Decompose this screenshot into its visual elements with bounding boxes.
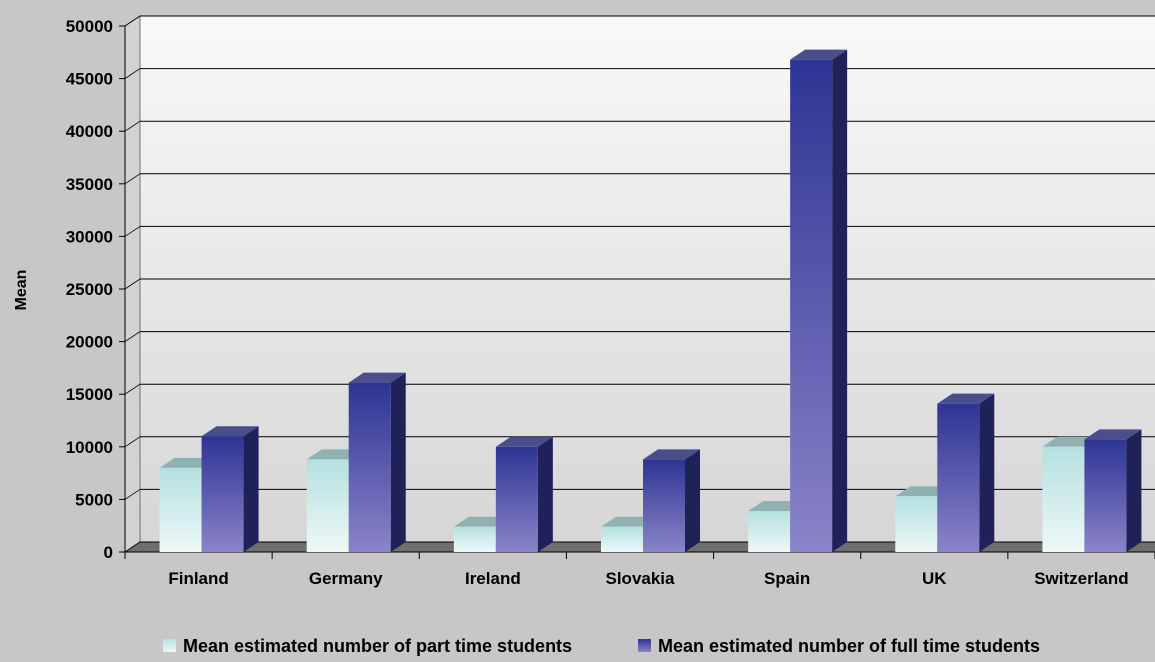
- bar-full-time-side: [685, 449, 700, 552]
- y-tick-label: 0: [104, 543, 113, 562]
- x-tick-label: Finland: [168, 569, 228, 588]
- x-tick-marks: [125, 552, 1155, 559]
- bar-full-time-front: [790, 60, 832, 552]
- y-tick-label: 50000: [66, 17, 113, 36]
- x-tick-label: Spain: [764, 569, 810, 588]
- bar-full-time-side: [1126, 429, 1141, 552]
- y-tick-label: 15000: [66, 385, 113, 404]
- y-tick-label: 30000: [66, 227, 113, 246]
- bar-full-time-side: [244, 426, 259, 552]
- y-tick-label: 25000: [66, 280, 113, 299]
- y-tick-labels: 0 5000 10000 15000 20000 25000 30000 35000 40000…: [66, 17, 113, 562]
- legend-swatch-full-time: [638, 639, 651, 652]
- bar-part-time-front: [1042, 447, 1084, 552]
- bar-part-time-front: [307, 459, 349, 552]
- y-axis: [119, 26, 125, 552]
- bar-full-time: [202, 426, 259, 552]
- x-tick-label: UK: [922, 569, 947, 588]
- y-tick-label: 45000: [66, 70, 113, 89]
- bar-full-time: [643, 449, 700, 552]
- bar-full-time: [937, 394, 994, 552]
- x-tick-label: Ireland: [465, 569, 521, 588]
- bar-full-time-front: [1084, 439, 1126, 552]
- bar-full-time-side: [832, 50, 847, 552]
- bar-full-time: [496, 437, 553, 552]
- y-tick-label: 10000: [66, 438, 113, 457]
- bar-full-time-front: [496, 447, 538, 552]
- bar-full-time-front: [349, 383, 391, 552]
- bar-part-time-front: [601, 527, 643, 552]
- bar-full-time-front: [643, 459, 685, 552]
- x-tick-labels: Finland Germany Ireland Slovakia Spain UK Swit…: [168, 569, 1128, 588]
- bar-full-time: [1084, 429, 1141, 552]
- x-tick-label: Germany: [309, 569, 383, 588]
- y-tick-label: 20000: [66, 333, 113, 352]
- bar-full-time: [790, 50, 847, 552]
- bar-part-time-front: [895, 496, 937, 552]
- bar-part-time-front: [160, 468, 202, 552]
- y-tick-label: 5000: [75, 490, 113, 509]
- bar-full-time-front: [202, 436, 244, 552]
- bar-full-time-side: [979, 394, 994, 552]
- x-tick-label: Switzerland: [1034, 569, 1128, 588]
- legend-swatch-part-time: [163, 639, 176, 652]
- bar-part-time-front: [748, 511, 790, 552]
- bar-full-time: [349, 373, 406, 552]
- legend: Mean estimated number of part time stude…: [163, 636, 1040, 656]
- x-tick-label: Slovakia: [606, 569, 676, 588]
- y-tick-label: 35000: [66, 175, 113, 194]
- y-axis-title: Mean: [13, 270, 30, 311]
- bar-full-time-side: [391, 373, 406, 552]
- bar-full-time-side: [538, 437, 553, 552]
- legend-label-full-time: Mean estimated number of full time stude…: [658, 636, 1040, 656]
- bar-part-time-front: [454, 527, 496, 552]
- legend-label-part-time: Mean estimated number of part time stude…: [183, 636, 572, 656]
- y-tick-label: 40000: [66, 122, 113, 141]
- bar-full-time-front: [937, 404, 979, 552]
